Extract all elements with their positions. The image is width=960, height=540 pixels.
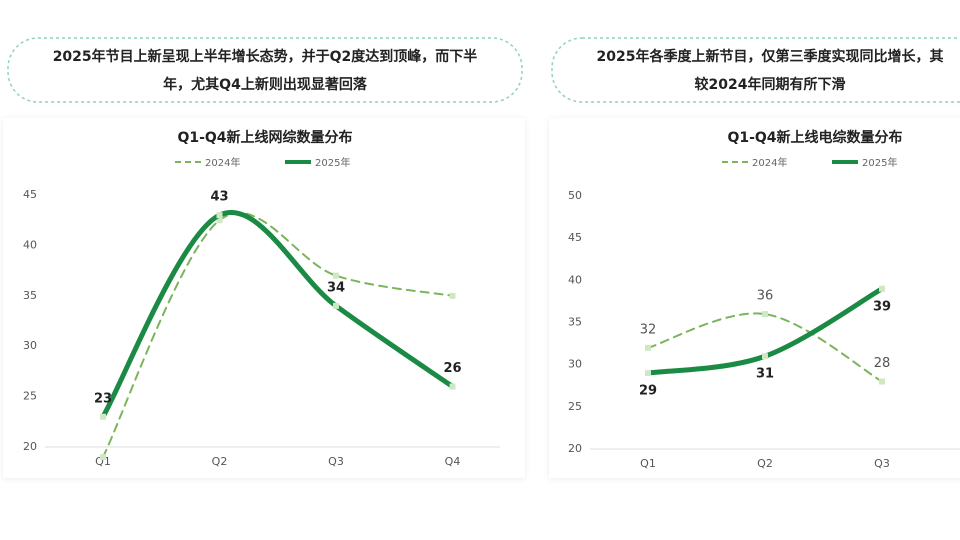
series-line xyxy=(102,212,454,459)
x-tick-label: Q1 xyxy=(640,457,656,470)
x-tick-label: Q1 xyxy=(95,455,111,468)
point-marker xyxy=(449,383,456,390)
data-label: 23 xyxy=(94,391,112,406)
panel xyxy=(549,118,960,478)
callout-box xyxy=(7,37,523,103)
y-tick-label: 40 xyxy=(23,238,37,251)
point-marker xyxy=(449,292,456,299)
callout-text: 2025年各季度上新节目，仅第三季度实现同比增长，其 xyxy=(597,48,944,65)
callout-text: 较2024年同期有所下滑 xyxy=(695,76,846,93)
y-tick-label: 25 xyxy=(568,400,582,413)
data-label: 26 xyxy=(443,361,461,376)
x-tick-label: Q2 xyxy=(757,457,773,470)
y-tick-label: 45 xyxy=(568,231,582,244)
data-label: 28 xyxy=(874,356,891,371)
callout-text: 2025年节目上新呈现上半年增长态势，并于Q2度达到顶峰，而下半 xyxy=(53,48,478,65)
x-tick-label: Q2 xyxy=(212,455,228,468)
data-label: 31 xyxy=(756,367,774,382)
point-marker xyxy=(879,378,885,385)
series-line xyxy=(647,312,883,383)
callout-box xyxy=(551,37,960,103)
y-tick-label: 30 xyxy=(568,358,582,371)
point-marker xyxy=(100,413,106,420)
point-marker xyxy=(216,212,223,219)
legend-label: 2025年 xyxy=(315,156,350,169)
data-label: 34 xyxy=(327,280,345,295)
point-marker xyxy=(645,344,651,351)
data-label: 36 xyxy=(757,289,774,304)
x-tick-label: Q3 xyxy=(328,455,344,468)
data-label: 43 xyxy=(210,190,228,205)
point-marker xyxy=(645,370,651,377)
legend-label: 2024年 xyxy=(752,156,787,169)
y-tick-label: 25 xyxy=(23,390,37,403)
y-tick-label: 30 xyxy=(23,339,37,352)
chart-title: Q1-Q4新上线电综数量分布 xyxy=(727,129,902,146)
x-tick-label: Q4 xyxy=(445,455,461,468)
data-label: 39 xyxy=(873,299,891,314)
point-marker xyxy=(333,302,339,309)
y-tick-label: 35 xyxy=(23,289,37,302)
point-marker xyxy=(333,272,339,279)
y-tick-label: 20 xyxy=(23,440,37,453)
legend-label: 2025年 xyxy=(862,156,897,169)
y-tick-label: 45 xyxy=(23,188,37,201)
y-tick-label: 20 xyxy=(568,442,582,455)
chart-title: Q1-Q4新上线网综数量分布 xyxy=(177,129,352,146)
legend-label: 2024年 xyxy=(205,156,240,169)
panel xyxy=(3,118,525,478)
x-tick-label: Q3 xyxy=(874,457,890,470)
point-marker xyxy=(762,353,768,360)
point-marker xyxy=(879,285,885,292)
series-line xyxy=(100,210,455,420)
y-tick-label: 50 xyxy=(568,189,582,202)
y-tick-label: 40 xyxy=(568,273,582,286)
point-marker xyxy=(216,217,223,224)
y-tick-label: 35 xyxy=(568,316,582,329)
data-label: 29 xyxy=(639,384,657,399)
point-marker xyxy=(762,311,768,318)
point-marker xyxy=(100,454,106,461)
callout-text: 年，尤其Q4上新则出现显著回落 xyxy=(163,76,368,93)
data-label: 32 xyxy=(640,322,657,337)
